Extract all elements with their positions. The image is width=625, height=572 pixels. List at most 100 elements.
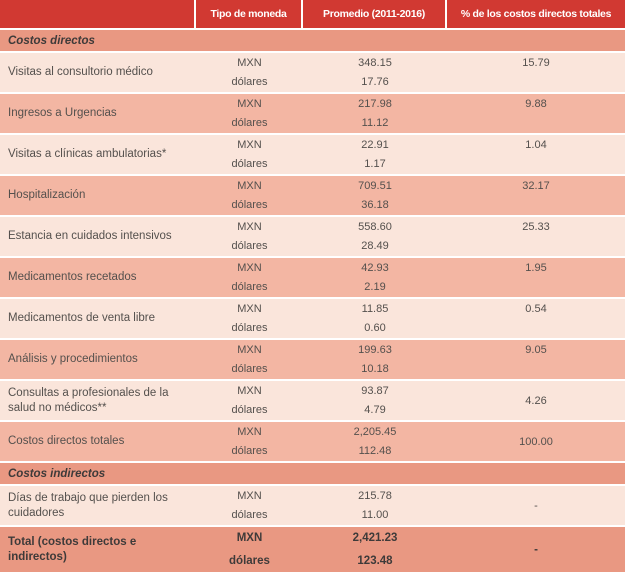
row-label: Visitas al consultorio médico (8, 66, 153, 79)
currency-dolares-label: dólares (231, 322, 268, 335)
currency-mxn-label: MXN (237, 56, 262, 69)
percent-value: 25.33 (522, 220, 550, 233)
currency-cell: MXN dólares (196, 527, 303, 572)
percent-spacer (447, 319, 625, 339)
section-header-row: Costos indirectos (0, 463, 625, 484)
row-label: Días de trabajo que pierden los cuidador… (8, 491, 168, 519)
value-dolares: 36.18 (361, 199, 389, 212)
row-label: Estancia en cuidados intensivos (8, 230, 172, 243)
percent-spacer (447, 237, 625, 257)
currency-dolares-label: dólares (231, 240, 268, 253)
currency-mxn-label: MXN (237, 220, 262, 233)
currency-mxn-label: MXN (237, 425, 262, 438)
percent-cell: - (534, 499, 538, 512)
currency-mxn-label: MXN (237, 384, 262, 397)
percent-spacer (447, 155, 625, 175)
row-label: Medicamentos de venta libre (8, 312, 156, 325)
value-mxn: 22.91 (361, 138, 389, 151)
row-label: Ingresos a Urgencias (8, 107, 117, 120)
cost-row: Visitas al consultorio médico MXN dólares 3… (0, 53, 625, 92)
value-mxn: 199.63 (358, 343, 392, 356)
percent-spacer (447, 360, 625, 380)
value-dolares: 17.76 (361, 76, 389, 89)
value-dolares: 0.60 (364, 322, 386, 335)
percent-value: 1.95 (525, 261, 547, 274)
percent-cell: 1.95 (447, 258, 625, 297)
currency-cell: MXN dólares (196, 176, 303, 215)
header-cell-currency-type: Tipo de moneda (196, 0, 303, 28)
currency-dolares-label: dólares (231, 117, 268, 130)
cost-row: Días de trabajo que pierden los cuidador… (0, 486, 625, 525)
currency-dolares-label: dólares (231, 158, 268, 171)
value-mxn: 2,421.23 (352, 532, 398, 545)
value-dolares: 123.48 (357, 554, 393, 567)
percent-cell: 9.88 (447, 94, 625, 133)
percent-cell: 9.05 (447, 340, 625, 379)
value-dolares: 10.18 (361, 363, 389, 376)
average-cell: 348.15 17.76 (303, 53, 447, 92)
percent-value: 32.17 (522, 179, 550, 192)
currency-dolares-label: dólares (229, 554, 270, 567)
value-mxn: 348.15 (358, 56, 392, 69)
table-body: Costos directos Visitas al consultorio mé… (0, 28, 625, 572)
percent-value: 9.88 (525, 97, 547, 110)
cost-row: Estancia en cuidados intensivos MXN dólare… (0, 217, 625, 256)
currency-dolares-label: dólares (231, 404, 268, 417)
row-label: Visitas a clínicas ambulatorias* (8, 148, 167, 161)
value-dolares: 112.48 (358, 445, 392, 458)
percent-spacer (447, 73, 625, 93)
currency-cell: MXN dólares (196, 340, 303, 379)
cost-row: Visitas a clínicas ambulatorias* MXN dólar… (0, 135, 625, 174)
cost-row: Ingresos a Urgencias MXN dólares 217.98 11.1… (0, 94, 625, 133)
average-cell: 42.93 2.19 (303, 258, 447, 297)
percent-spacer (447, 196, 625, 216)
average-cell: 217.98 11.12 (303, 94, 447, 133)
currency-cell: MXN dólares (196, 135, 303, 174)
average-cell: 2,205.45 112.48 (303, 422, 447, 461)
value-mxn: 93.87 (361, 384, 389, 397)
currency-mxn-label: MXN (237, 179, 262, 192)
row-label: Total (costos directos e indirectos) (8, 535, 137, 563)
value-mxn: 2,205.45 (353, 425, 397, 438)
currency-cell: MXN dólares (196, 94, 303, 133)
value-dolares: 1.17 (364, 158, 386, 171)
currency-cell: MXN dólares (196, 486, 303, 525)
percent-cell: 100.00 (519, 435, 553, 448)
table-header-row: Tipo de moneda Promedio (2011-2016) % de… (0, 0, 625, 28)
value-mxn: 215.78 (358, 489, 392, 502)
percent-cell: 32.17 (447, 176, 625, 215)
average-cell: 11.85 0.60 (303, 299, 447, 338)
cost-row: Consultas a profesionales de la salud no… (0, 381, 625, 420)
average-cell: 215.78 11.00 (303, 486, 447, 525)
currency-dolares-label: dólares (231, 363, 268, 376)
value-dolares: 11.12 (361, 117, 389, 130)
currency-mxn-label: MXN (237, 138, 262, 151)
row-label: Costos directos totales (8, 435, 125, 448)
section-header-row: Costos directos (0, 30, 625, 51)
currency-dolares-label: dólares (231, 445, 268, 458)
currency-dolares-label: dólares (231, 76, 268, 89)
row-label: Hospitalización (8, 189, 86, 202)
value-mxn: 709.51 (358, 179, 392, 192)
percent-cell: - (534, 543, 538, 556)
percent-cell: 0.54 (447, 299, 625, 338)
currency-mxn-label: MXN (237, 261, 262, 274)
cost-row: Hospitalización MXN dólares 709.51 36.18 32.1… (0, 176, 625, 215)
currency-mxn-label: MXN (237, 97, 262, 110)
value-dolares: 2.19 (364, 281, 386, 294)
percent-value: 9.05 (525, 343, 547, 356)
header-cell-average: Promedio (2011-2016) (303, 0, 447, 28)
average-cell: 558.60 28.49 (303, 217, 447, 256)
percent-value: 0.54 (525, 302, 547, 315)
header-cell-percent-total: % de los costos directos totales (460, 8, 612, 20)
currency-cell: MXN dólares (196, 53, 303, 92)
currency-cell: MXN dólares (196, 258, 303, 297)
currency-mxn-label: MXN (237, 302, 262, 315)
currency-dolares-label: dólares (231, 199, 268, 212)
currency-mxn-label: MXN (236, 532, 263, 545)
percent-value: 1.04 (525, 138, 547, 151)
currency-cell: MXN dólares (196, 422, 303, 461)
currency-mxn-label: MXN (237, 489, 262, 502)
value-dolares: 4.79 (364, 404, 386, 417)
